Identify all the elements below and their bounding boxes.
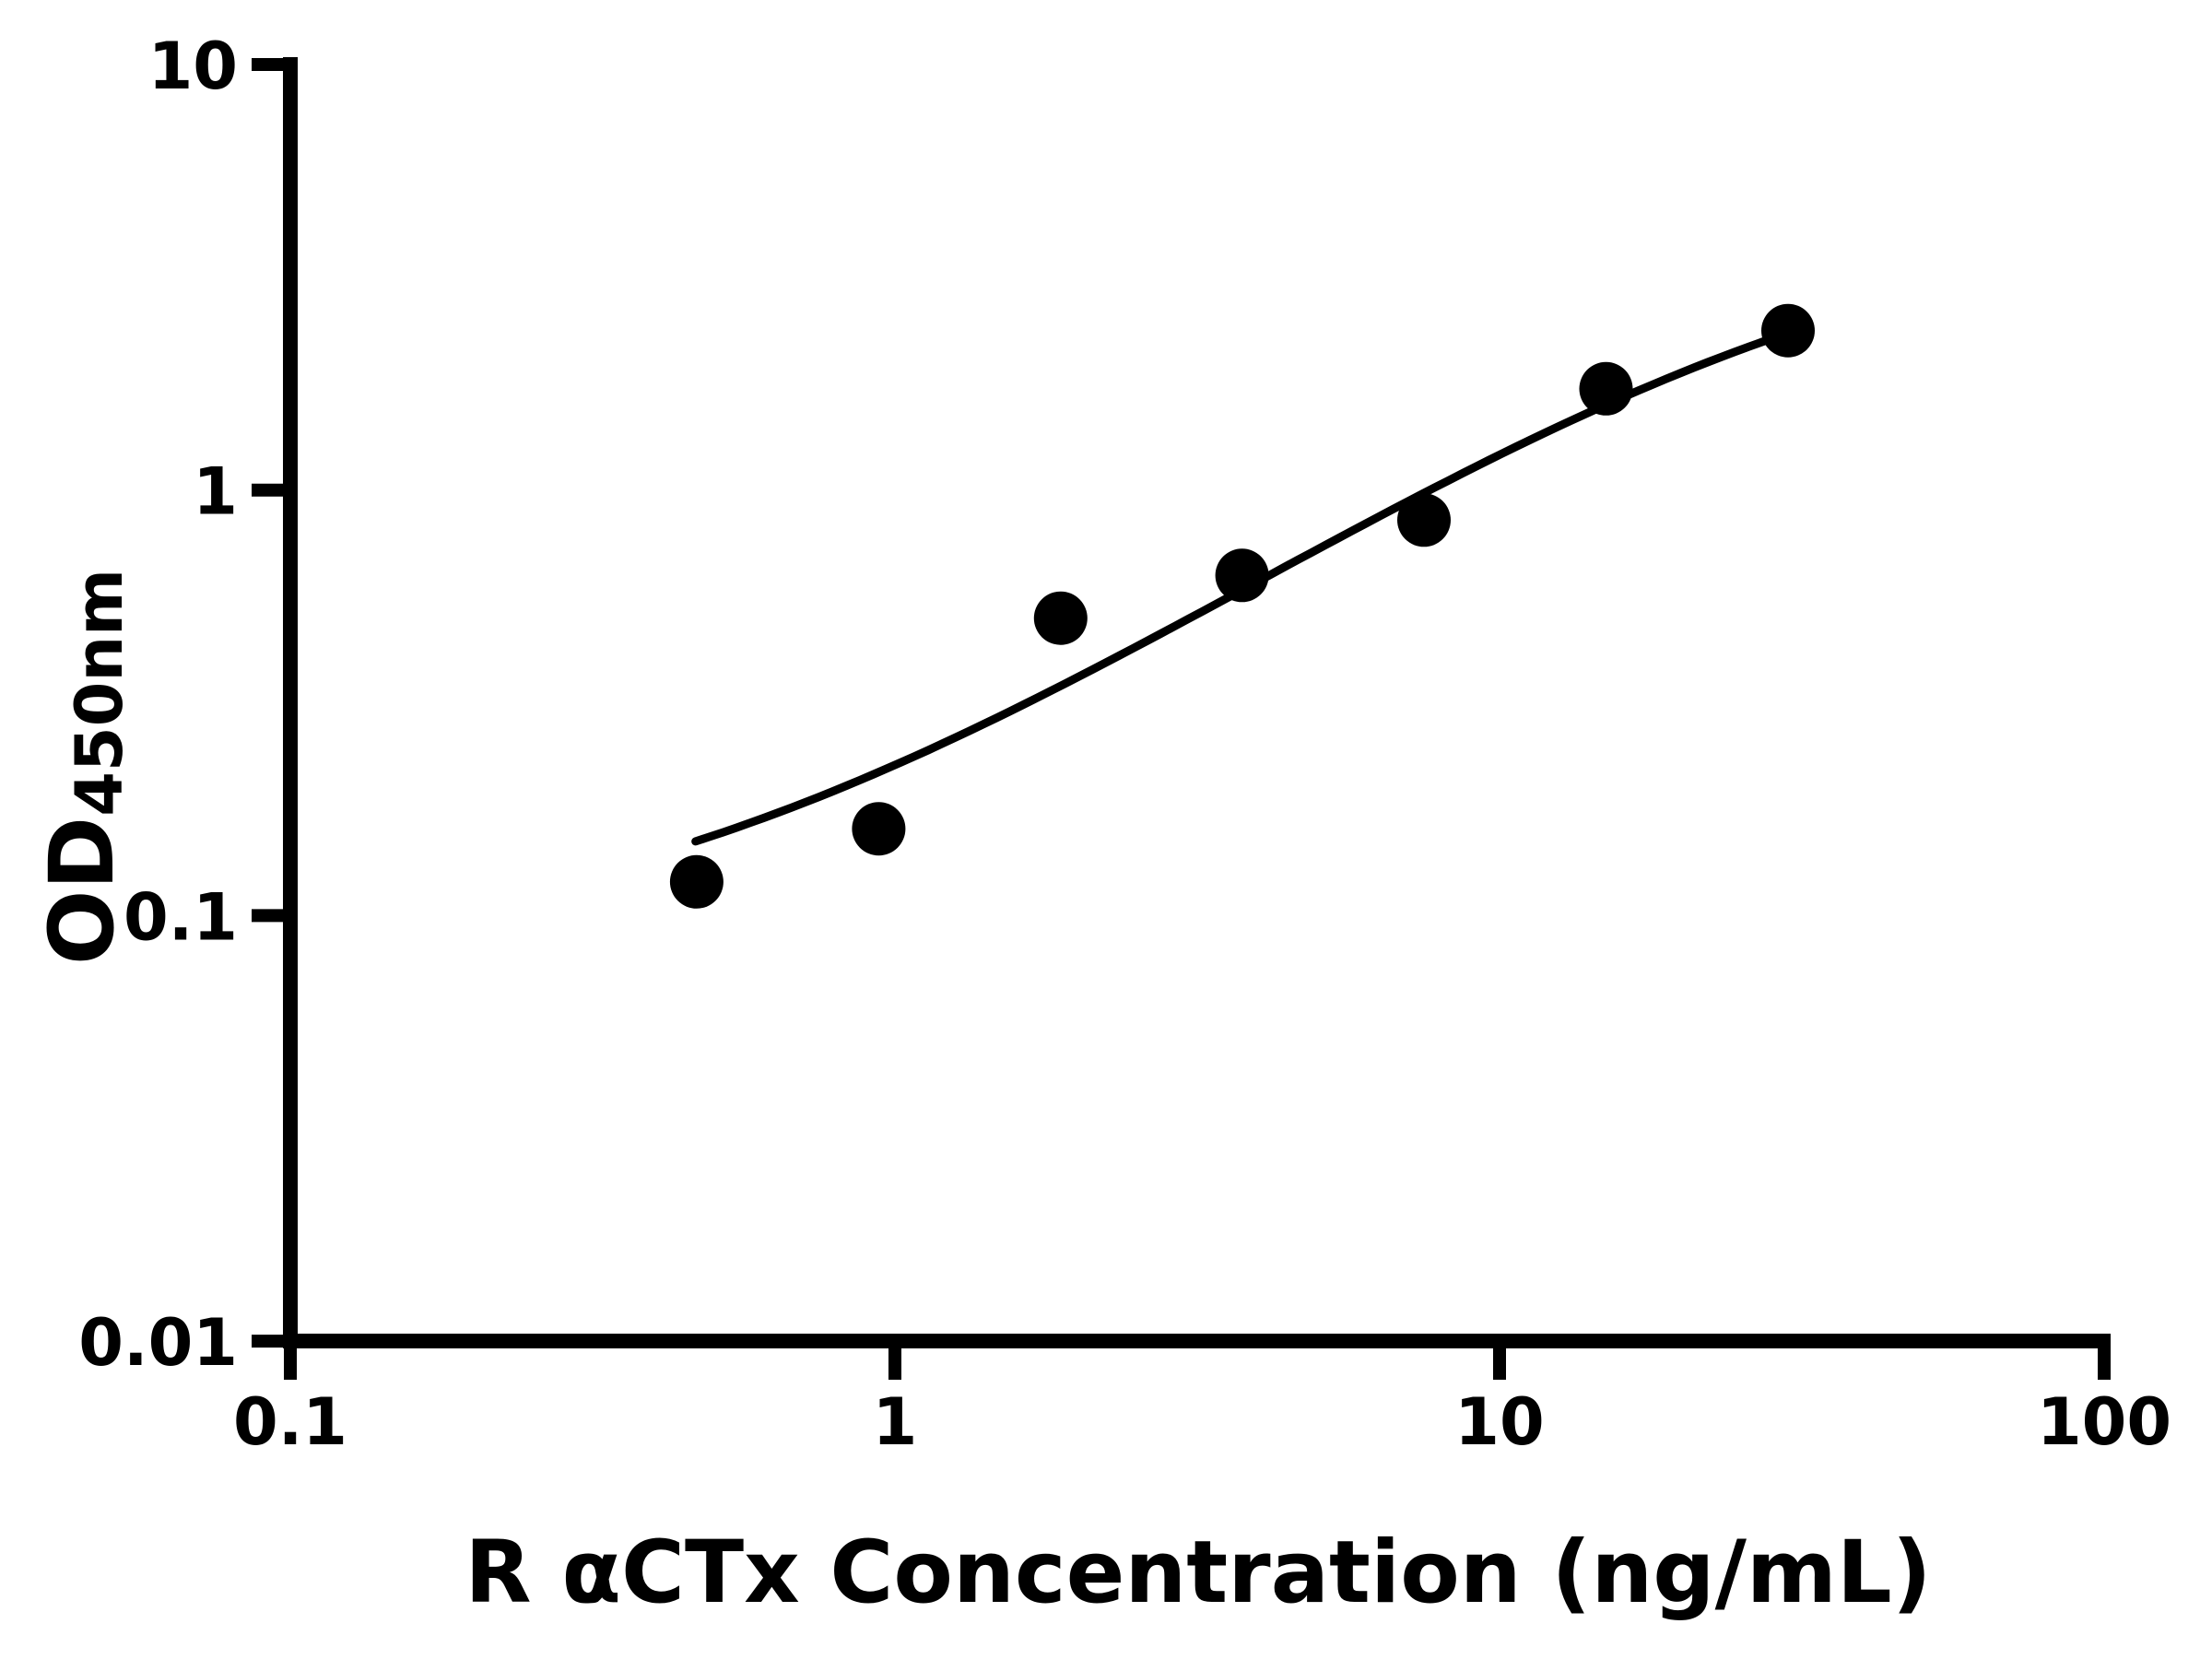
y-axis-title-subscript: 450nm [62,569,137,817]
x-axis-title: R αCTx Concentration (ng/mL) [465,1523,1931,1623]
data-point [1579,361,1633,416]
data-point [852,802,906,856]
x-tick-label: 1 [873,1384,918,1460]
data-point [1397,493,1451,547]
y-tick-label: 0.01 [78,1305,238,1381]
x-tick-label: 100 [2037,1384,2171,1460]
data-point [1033,591,1088,645]
tick-layer [252,58,2111,1380]
data-point [1215,548,1269,603]
y-tick-label: 0.1 [124,879,238,955]
data-point-layer [669,303,1815,909]
x-tick-label: 0.1 [233,1384,347,1460]
y-tick-label: 1 [193,454,238,530]
axis-layer [283,57,2111,1348]
x-tick-label: 10 [1454,1384,1544,1460]
y-axis-title-main: OD [30,817,134,965]
data-point [1761,303,1815,358]
y-axis-title: OD450nm [30,569,137,965]
data-point [669,854,724,909]
y-tick-label: 10 [148,29,238,104]
